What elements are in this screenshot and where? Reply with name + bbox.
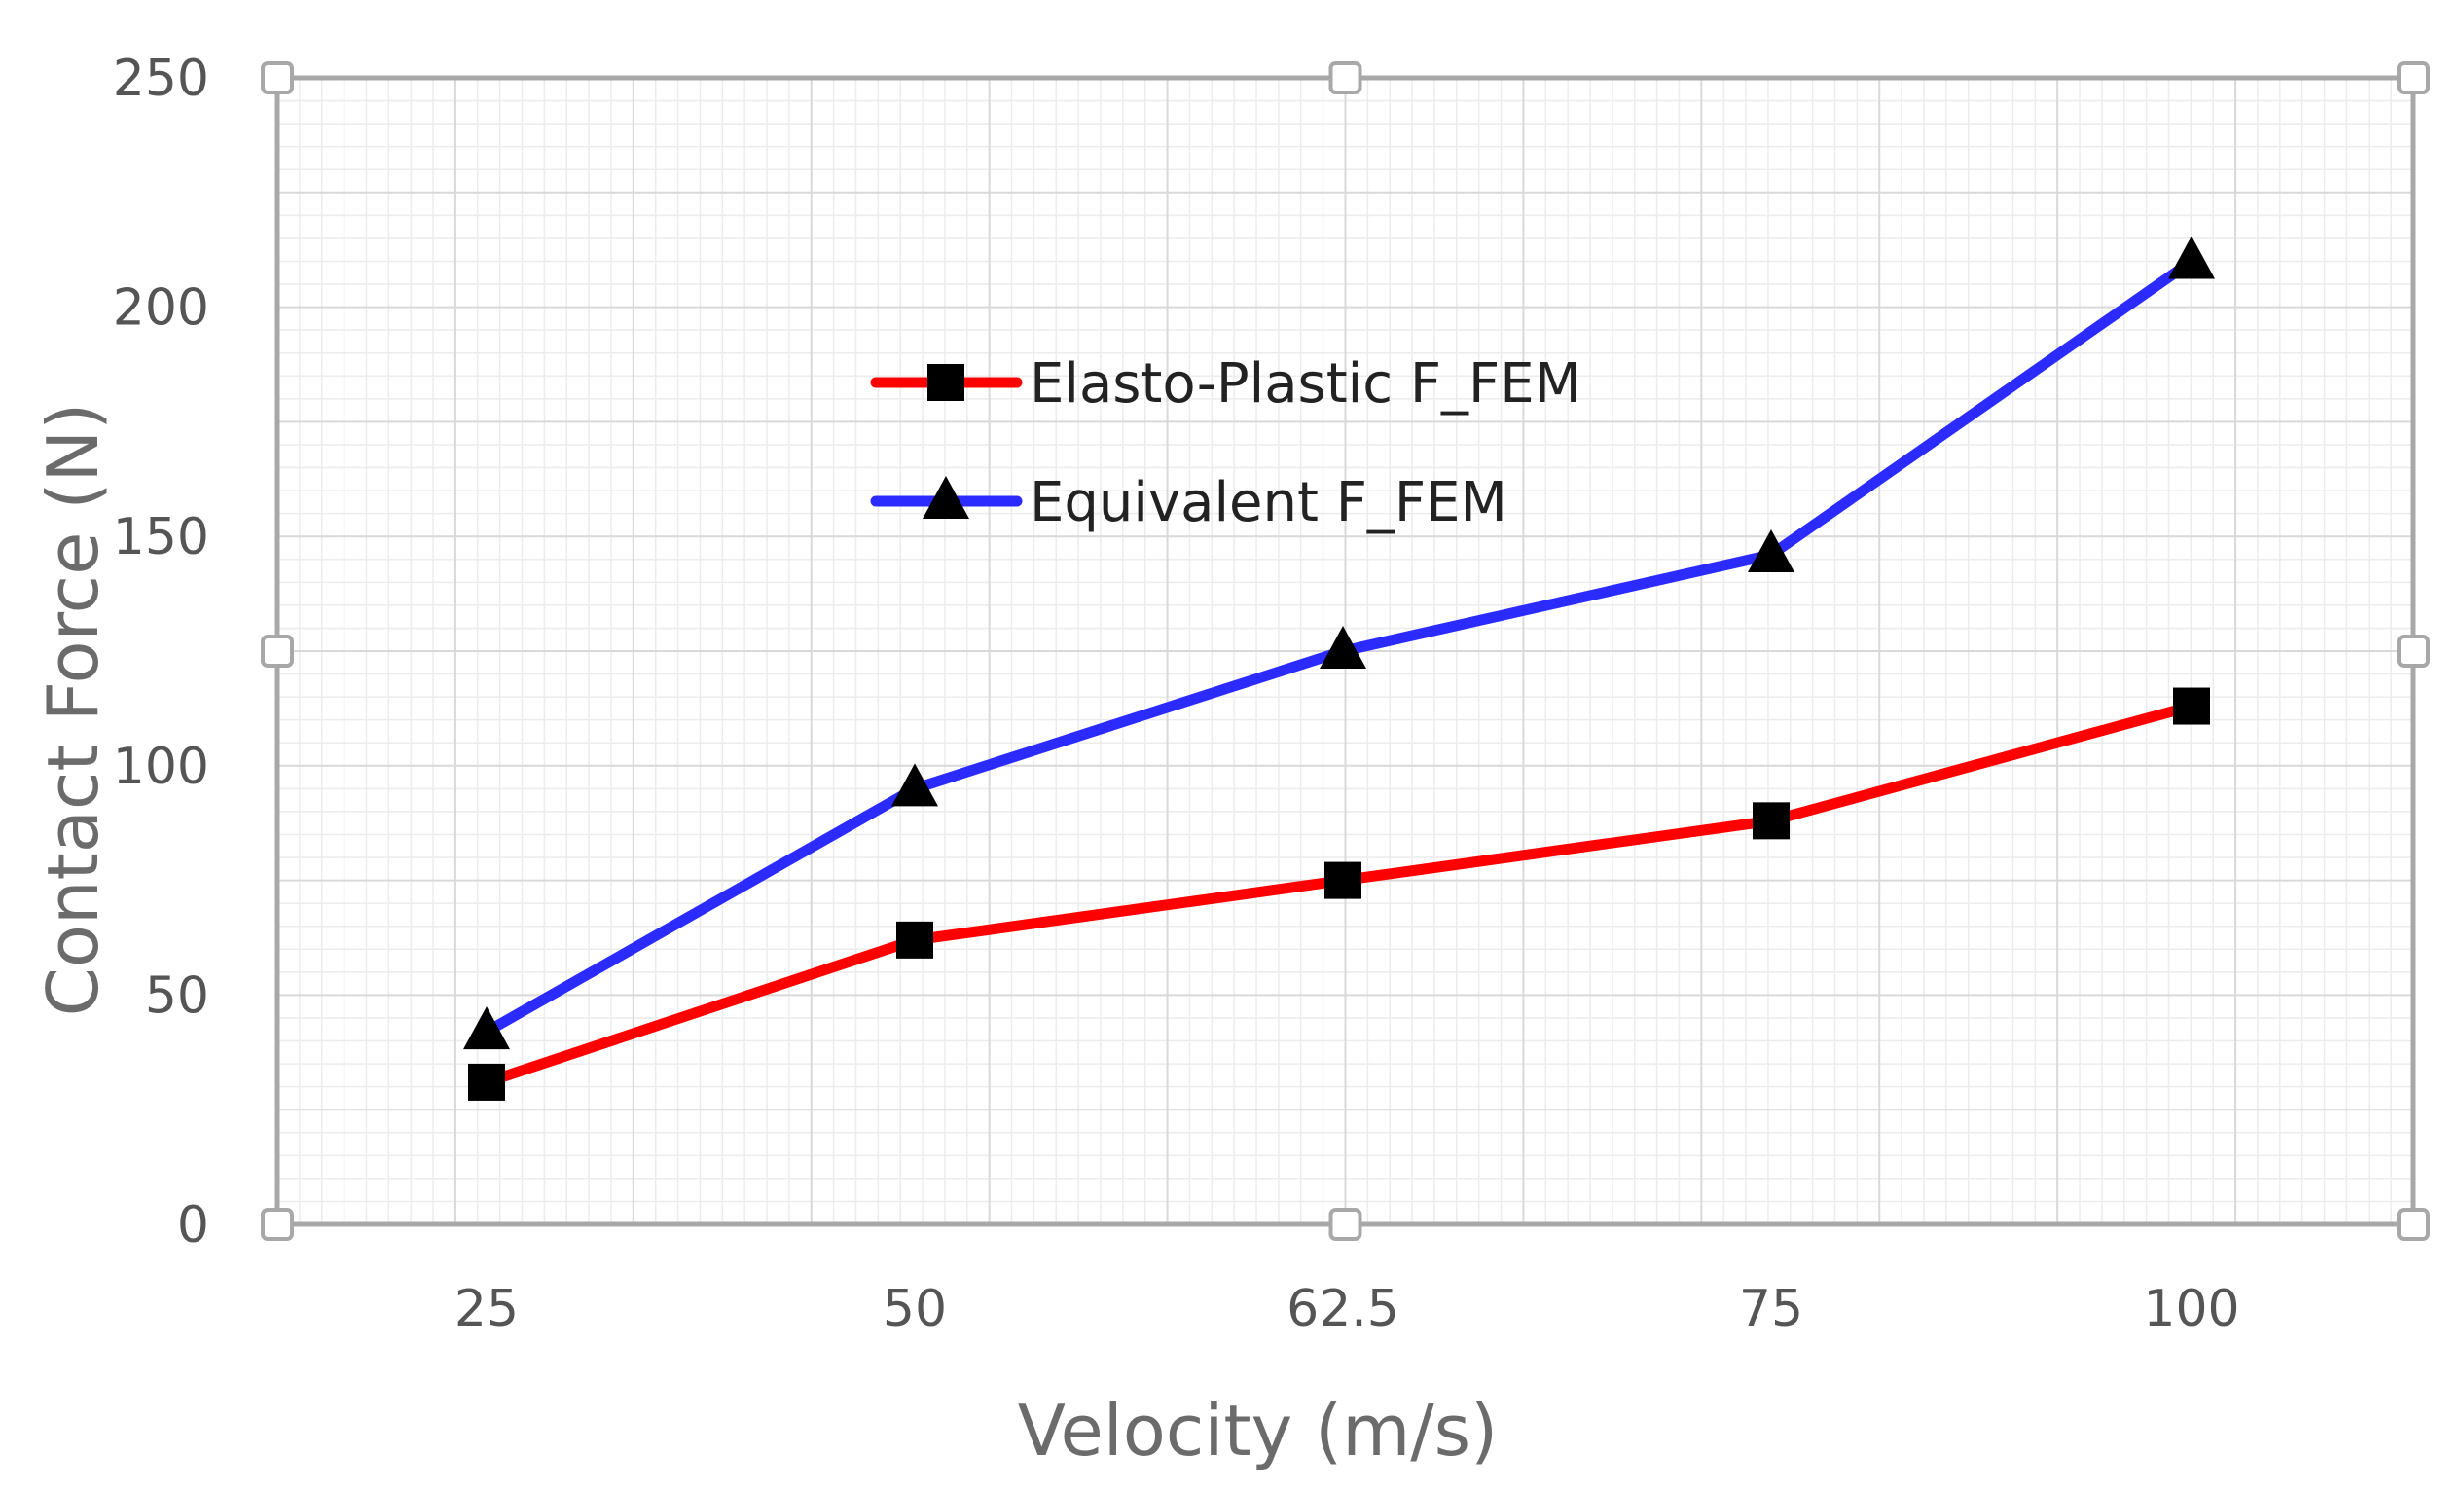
x-axis-tick-labels: 25 50 62.5 75 100: [454, 1280, 2240, 1338]
major-grid: [277, 78, 2413, 1224]
y-tick-label: 200: [113, 279, 209, 338]
resize-handle[interactable]: [2397, 61, 2430, 94]
triangle-marker: [891, 763, 938, 807]
triangle-marker: [1748, 529, 1794, 573]
square-marker: [2173, 687, 2210, 725]
square-marker: [896, 921, 933, 959]
selection-handles[interactable]: [261, 61, 2430, 1241]
x-axis-title: Velocity (m/s): [1018, 1390, 1498, 1472]
legend-entry-1[interactable]: Elasto-Plastic F_FEM: [870, 352, 1581, 416]
resize-handle[interactable]: [1328, 1208, 1362, 1241]
square-marker: [1753, 802, 1790, 840]
y-tick-label: 250: [113, 50, 209, 108]
y-tick-label: 100: [113, 738, 209, 796]
legend-triangle-marker: [923, 476, 969, 519]
y-tick-label: 50: [145, 966, 209, 1025]
series-1: [468, 687, 2210, 1101]
square-marker: [468, 1063, 505, 1101]
resize-handle[interactable]: [2397, 635, 2430, 668]
legend-label: Elasto-Plastic F_FEM: [1030, 352, 1581, 416]
y-axis-title: Contact Force (N): [32, 403, 114, 1017]
resize-handle[interactable]: [261, 61, 294, 94]
y-tick-label: 150: [113, 508, 209, 566]
resize-handle[interactable]: [261, 1208, 294, 1241]
y-tick-label: 0: [177, 1196, 209, 1255]
legend-entry-2[interactable]: Equivalent F_FEM: [870, 471, 1507, 534]
legend[interactable]: Elasto-Plastic F_FEM Equivalent F_FEM: [870, 352, 1581, 534]
series-layer: [463, 236, 2215, 1101]
resize-handle[interactable]: [2397, 1208, 2430, 1241]
resize-handle[interactable]: [1328, 61, 1362, 94]
legend-square-marker: [927, 364, 964, 401]
x-tick-label: 50: [883, 1280, 947, 1338]
triangle-marker: [1320, 626, 1366, 669]
resize-handle[interactable]: [261, 635, 294, 668]
x-tick-label: 25: [454, 1280, 519, 1338]
triangle-marker: [2168, 236, 2215, 279]
y-axis-tick-labels: 0 50 100 150 200 250: [113, 50, 209, 1255]
x-tick-label: 75: [1739, 1280, 1803, 1338]
x-tick-label: 62.5: [1286, 1280, 1399, 1338]
series-2: [463, 236, 2215, 1050]
triangle-marker: [463, 1006, 510, 1050]
square-marker: [1324, 861, 1361, 899]
x-tick-label: 100: [2143, 1280, 2239, 1338]
legend-label: Equivalent F_FEM: [1030, 471, 1507, 534]
